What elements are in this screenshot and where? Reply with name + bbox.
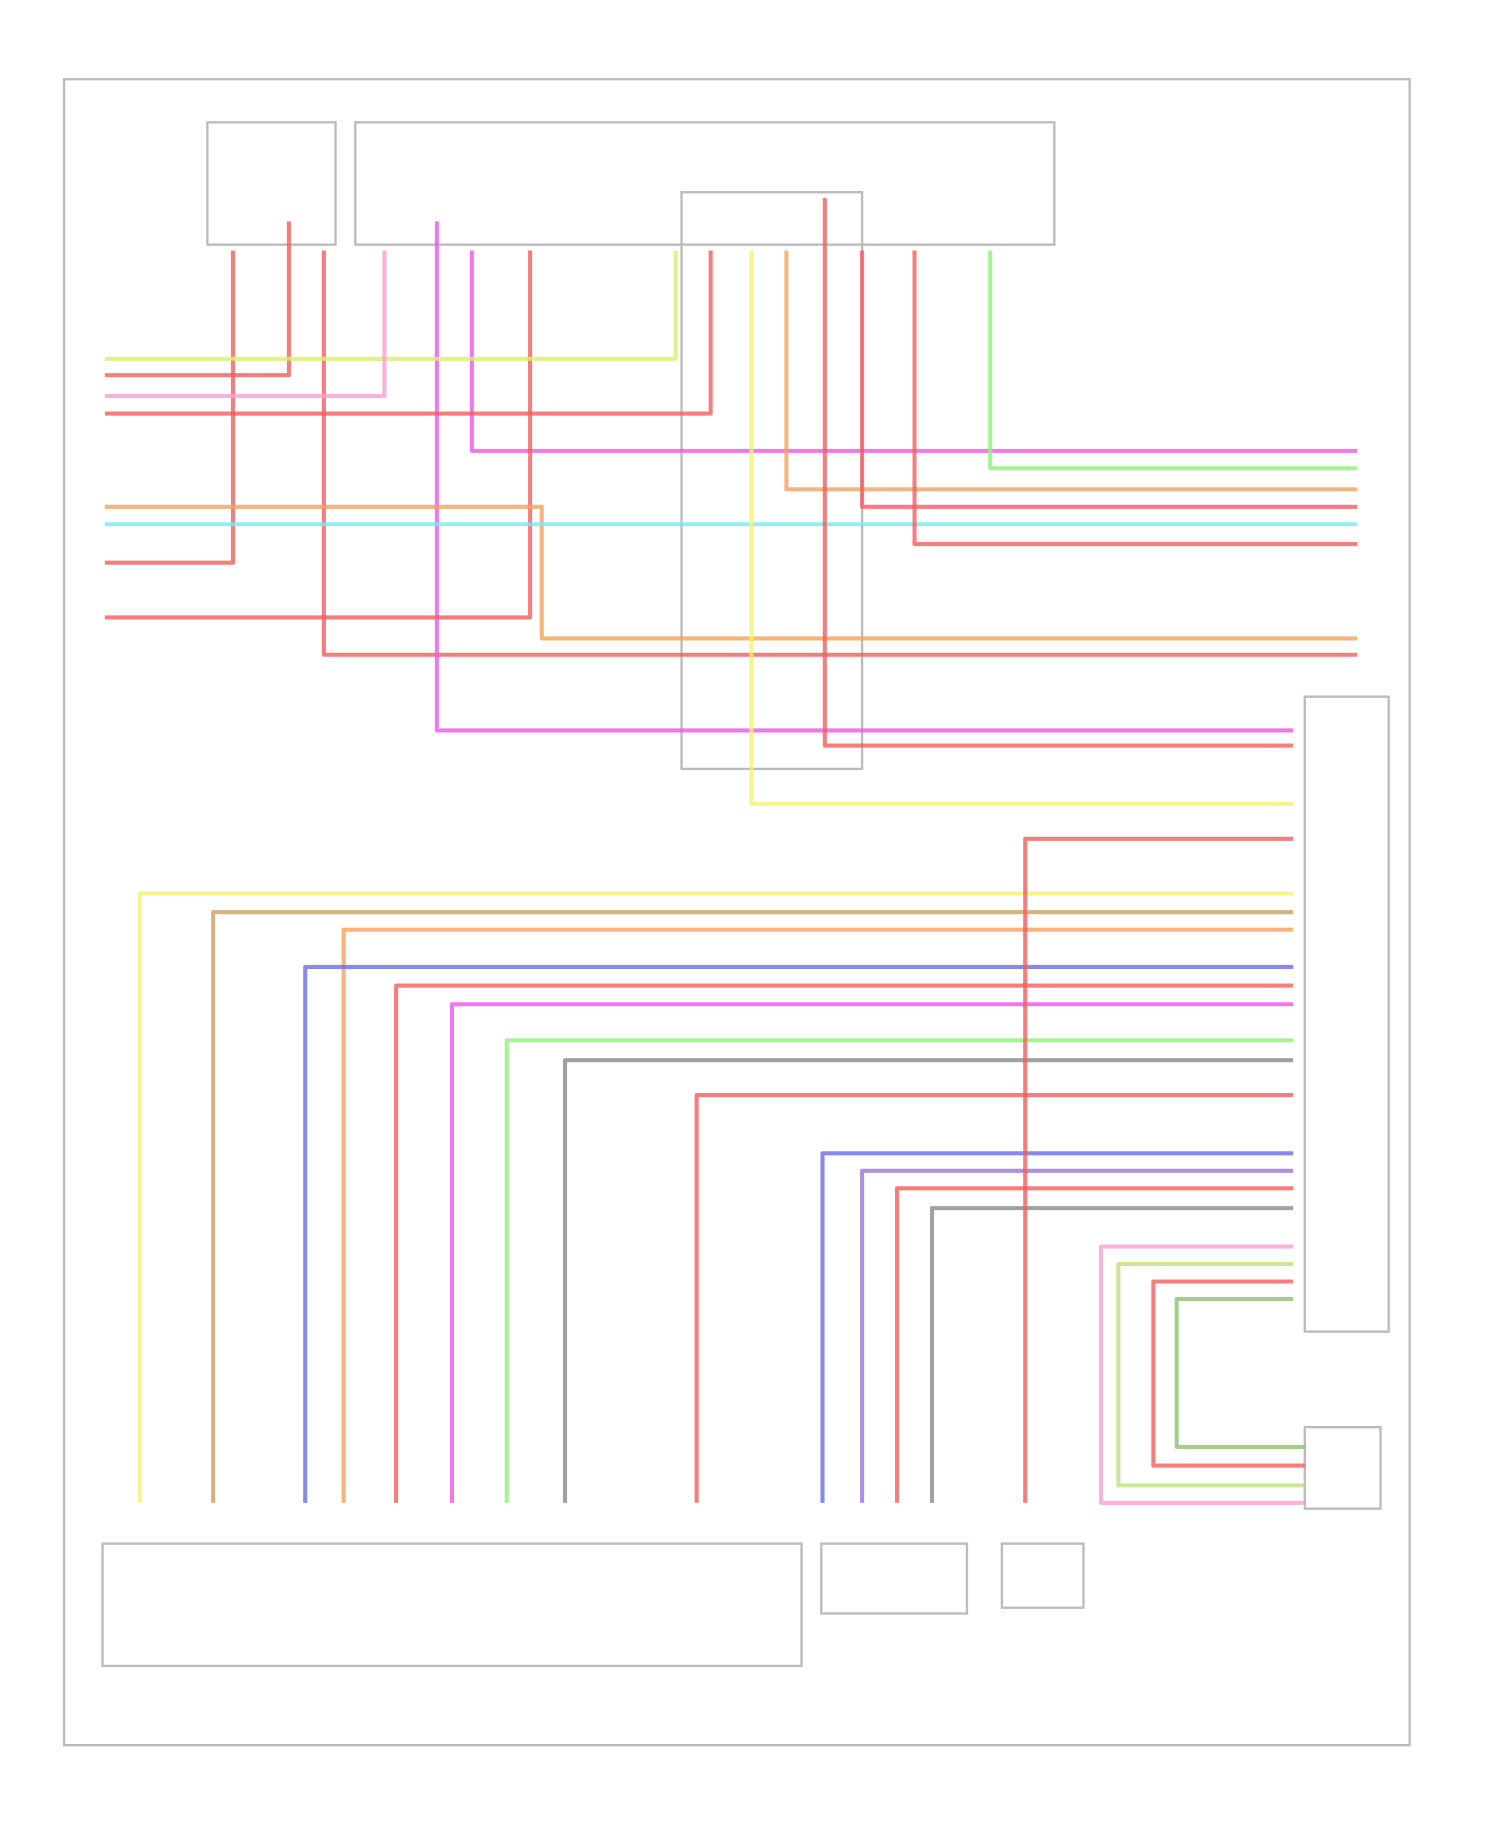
wire <box>1116 1261 1305 1488</box>
sensor <box>1303 1425 1382 1510</box>
wire <box>469 250 1358 453</box>
diagram-body <box>62 78 1411 1747</box>
wire <box>341 927 1294 1503</box>
wire <box>449 1002 1294 1503</box>
wire <box>394 983 1294 1503</box>
control-module <box>1303 695 1390 1333</box>
frame <box>62 78 1411 1747</box>
wire <box>988 250 1358 471</box>
wire <box>1098 1244 1305 1505</box>
wire <box>820 1151 1294 1503</box>
wire <box>694 1093 1294 1503</box>
wire <box>434 221 1294 733</box>
wire <box>104 250 533 620</box>
wire-group <box>104 198 1358 1505</box>
fuse-box <box>206 121 337 246</box>
switch-assembly <box>101 1542 803 1668</box>
wire <box>137 891 1294 1503</box>
fuse-box <box>354 121 1056 246</box>
wire <box>211 910 1294 1503</box>
wire <box>562 1058 1294 1503</box>
wire <box>1174 1296 1305 1449</box>
wire <box>912 250 1358 547</box>
wire <box>321 250 1358 657</box>
wire <box>749 250 1294 806</box>
wire <box>784 250 1358 492</box>
wire <box>104 250 713 416</box>
switch <box>1000 1542 1085 1609</box>
wire <box>929 1206 1294 1503</box>
wire <box>104 504 1358 641</box>
wire <box>895 1186 1294 1503</box>
wire <box>860 1168 1294 1503</box>
wire <box>104 250 678 361</box>
wire <box>1151 1279 1305 1468</box>
wire <box>822 198 1294 748</box>
wire <box>504 1038 1294 1503</box>
wire <box>104 250 236 565</box>
wire <box>104 221 291 378</box>
wire <box>860 250 1358 509</box>
wire <box>104 250 387 399</box>
wire <box>1023 836 1294 1503</box>
switch-assembly <box>820 1542 969 1615</box>
wire <box>303 964 1294 1503</box>
